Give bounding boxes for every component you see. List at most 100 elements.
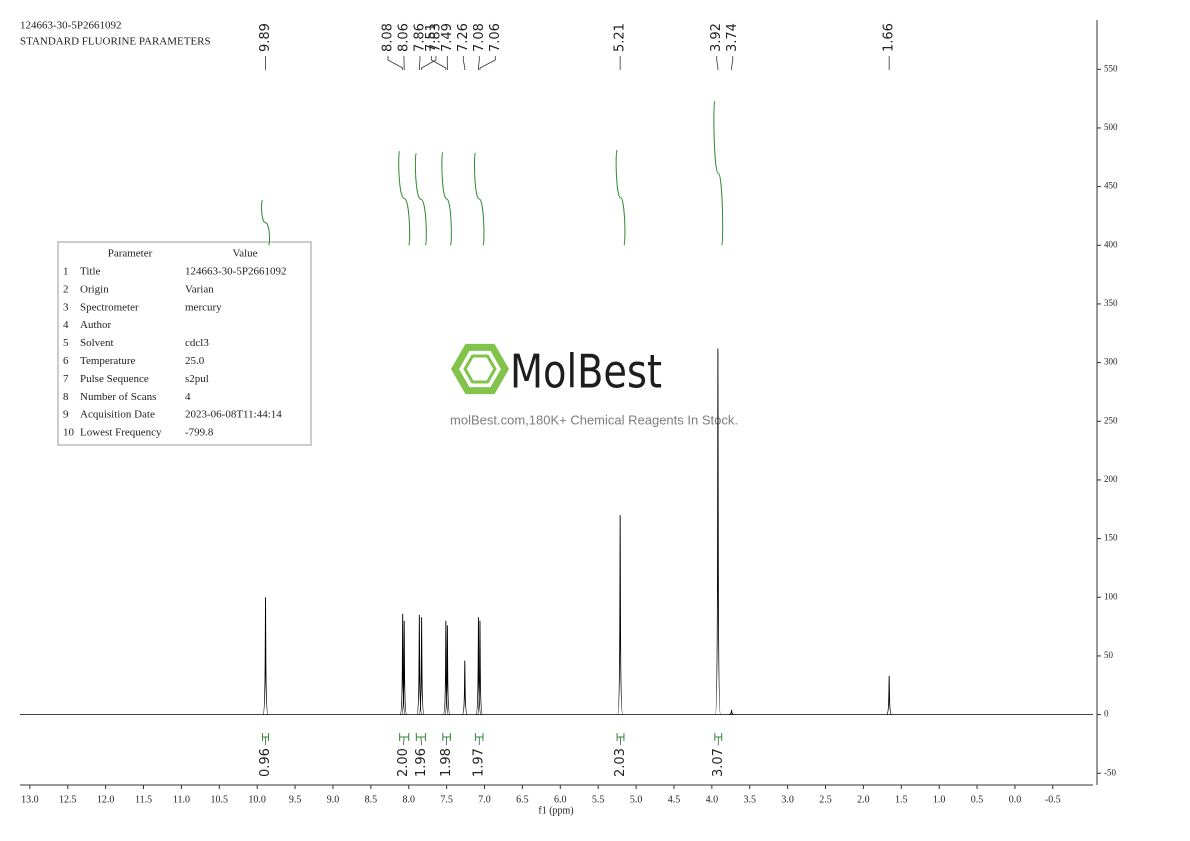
peak bbox=[442, 620, 449, 716]
integral-curve bbox=[261, 199, 271, 246]
peak bbox=[416, 614, 423, 716]
table-cell: 10 bbox=[63, 427, 75, 439]
table-cell: Varian bbox=[185, 283, 214, 295]
peak-label: 7.26 bbox=[456, 23, 471, 52]
y-tick-label: 300 bbox=[1104, 357, 1118, 367]
peak-leader bbox=[478, 56, 480, 70]
x-tick-label: 10.5 bbox=[211, 794, 229, 805]
integral-label: 2.03 bbox=[613, 748, 628, 777]
integral-curve bbox=[713, 100, 724, 246]
table-cell: Author bbox=[80, 319, 112, 331]
integral-curve bbox=[398, 151, 411, 246]
peak-label: 7.08 bbox=[472, 23, 487, 52]
peak-label: 7.86 bbox=[412, 23, 427, 52]
peak bbox=[461, 660, 468, 716]
table-header: Value bbox=[232, 248, 257, 260]
table-cell: -799.8 bbox=[185, 427, 214, 439]
table-cell: 9 bbox=[63, 409, 69, 421]
peak-label: 3.74 bbox=[725, 23, 740, 52]
integral-label: 1.97 bbox=[472, 748, 487, 777]
y-tick-label: 350 bbox=[1104, 298, 1118, 308]
integral-label: 0.96 bbox=[258, 748, 273, 777]
peak-leader bbox=[716, 56, 719, 70]
peak-leader bbox=[430, 56, 447, 70]
parameter-table: Parameter Value 1 Title 124663-30-5P2661092 2… bbox=[57, 241, 312, 446]
table-cell: 7 bbox=[63, 373, 69, 385]
x-tick-label: 2.5 bbox=[819, 794, 832, 805]
integral-curve bbox=[441, 152, 452, 246]
x-tick-label: 9.0 bbox=[327, 794, 340, 805]
peak-leader bbox=[421, 56, 437, 70]
integral-label: 1.96 bbox=[414, 748, 429, 777]
table-cell: 2023-06-08T11:44:14 bbox=[185, 409, 282, 421]
peak-label: 7.51 bbox=[424, 23, 439, 52]
y-tick-label: 50 bbox=[1104, 650, 1114, 660]
table-cell: 4 bbox=[63, 319, 69, 331]
y-tick-label: 150 bbox=[1104, 533, 1118, 543]
table-cell: 4 bbox=[185, 391, 191, 403]
x-tick-label: 3.5 bbox=[743, 794, 756, 805]
table-cell: 25.0 bbox=[185, 355, 205, 367]
logo-ring bbox=[463, 354, 497, 384]
x-tick-label: 10.0 bbox=[248, 794, 266, 805]
table-cell: mercury bbox=[185, 301, 222, 313]
peak-leader bbox=[418, 56, 421, 70]
x-tick-label: 12.5 bbox=[59, 794, 77, 805]
peak-label: 7.06 bbox=[488, 23, 503, 52]
x-tick-label: 3.0 bbox=[781, 794, 794, 805]
integral-curve bbox=[414, 152, 427, 246]
x-axis-label: f1 (ppm) bbox=[538, 805, 573, 816]
table-cell: 2 bbox=[63, 283, 69, 295]
peak bbox=[729, 709, 735, 716]
peak bbox=[418, 617, 425, 716]
x-tick-label: 6.5 bbox=[516, 794, 529, 805]
x-tick-label: 8.5 bbox=[365, 794, 378, 805]
peak-leader bbox=[462, 56, 466, 70]
peak bbox=[399, 613, 406, 716]
integral-label: 1.98 bbox=[439, 748, 454, 777]
table-cell: s2pul bbox=[185, 373, 209, 385]
y-tick-label: 450 bbox=[1104, 181, 1118, 191]
x-tick-label: 9.5 bbox=[289, 794, 302, 805]
table-cell: Title bbox=[80, 266, 101, 278]
peak bbox=[401, 620, 408, 716]
integral-curve bbox=[615, 149, 626, 246]
x-tick-label: 7.5 bbox=[440, 794, 453, 805]
peak-label: 3.92 bbox=[709, 23, 724, 52]
x-tick-label: 5.0 bbox=[630, 794, 643, 805]
x-tick-label: -0.5 bbox=[1045, 794, 1061, 805]
table-cell: 1 bbox=[63, 266, 69, 278]
logo-hexagon bbox=[450, 343, 510, 395]
table-cell: Number of Scans bbox=[80, 391, 156, 403]
x-tick-label: 1.5 bbox=[895, 794, 908, 805]
peak bbox=[714, 348, 721, 716]
integral-curve bbox=[473, 152, 485, 246]
peak bbox=[262, 597, 269, 716]
table-cell: Origin bbox=[80, 283, 109, 295]
y-tick-label: 500 bbox=[1104, 122, 1118, 132]
x-tick-label: 6.0 bbox=[554, 794, 567, 805]
table-cell: 124663-30-5P2661092 bbox=[185, 266, 286, 278]
y-tick-label: 200 bbox=[1104, 474, 1118, 484]
x-tick-label: 1.0 bbox=[933, 794, 946, 805]
table-cell: Lowest Frequency bbox=[80, 427, 162, 439]
peak-label: 5.21 bbox=[613, 23, 628, 52]
peak-leader bbox=[731, 56, 734, 70]
x-tick-label: 0.0 bbox=[1009, 794, 1022, 805]
table-cell: 6 bbox=[63, 355, 69, 367]
table-cell: Spectrometer bbox=[80, 301, 139, 313]
integral-leader bbox=[420, 736, 422, 746]
integral-leader bbox=[403, 736, 405, 746]
peak bbox=[477, 620, 483, 716]
x-tick-label: 7.0 bbox=[478, 794, 491, 805]
table-cell: 3 bbox=[63, 301, 69, 313]
table-cell: Temperature bbox=[80, 355, 136, 367]
peak-label: 8.06 bbox=[396, 23, 411, 52]
x-tick-label: 8.0 bbox=[402, 794, 415, 805]
peak-label: 1.66 bbox=[882, 23, 897, 52]
y-tick-label: 400 bbox=[1104, 239, 1118, 249]
x-tick-label: 5.5 bbox=[592, 794, 605, 805]
peak bbox=[444, 625, 451, 716]
watermark: MolBest molBest.com,180K+ Chemical Reage… bbox=[450, 343, 738, 427]
